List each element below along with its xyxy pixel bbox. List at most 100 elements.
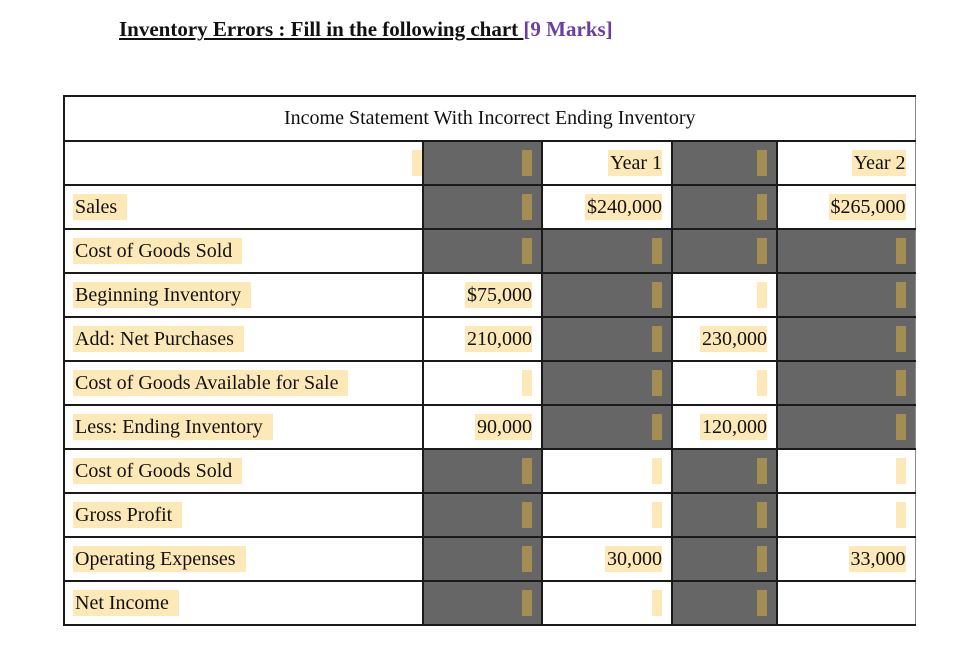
answer-cell[interactable] (671, 272, 778, 318)
row-label-cell: Less: Ending Inventory (63, 404, 424, 450)
row-label: Less: Ending Inventory (73, 414, 273, 440)
row-label: Cost of Goods Available for Sale (73, 370, 349, 396)
answer-cell[interactable] (775, 492, 916, 538)
input-cell (422, 184, 543, 230)
row-label-cell: Add: Net Purchases (63, 316, 424, 362)
value-cell: 230,000 (671, 316, 778, 362)
value-cell: 120,000 (671, 404, 778, 450)
cell-marker (757, 546, 767, 572)
table-row: Less: Ending Inventory 90,000 120,000 (63, 404, 916, 450)
cell-marker (522, 458, 532, 484)
answer-cell[interactable] (541, 580, 673, 626)
cell-marker (757, 150, 767, 176)
cell-value: 90,000 (475, 414, 532, 440)
table-row: Beginning Inventory $75,000 (63, 272, 916, 318)
cell-marker (895, 458, 906, 484)
row-label-cell: Cost of Goods Sold (63, 228, 424, 274)
input-cell (671, 448, 778, 494)
input-cell (422, 228, 543, 274)
row-label: Operating Expenses (73, 546, 246, 572)
header-year2-detail-cell (671, 140, 778, 186)
header-year2: Year 2 (775, 140, 916, 186)
header-row: Year 1 Year 2 (63, 140, 916, 186)
cell-value: $240,000 (585, 194, 662, 220)
cell-marker (895, 414, 906, 440)
answer-cell[interactable] (422, 360, 543, 406)
table-row: Cost of Goods Sold (63, 448, 916, 494)
table-title-row: Income Statement With Incorrect Ending I… (62, 95, 916, 142)
cell-marker (652, 326, 662, 352)
cell-marker (522, 546, 532, 572)
input-cell (775, 272, 916, 318)
cell-marker (895, 502, 906, 528)
header-year1-detail-cell (422, 140, 543, 186)
input-cell (775, 360, 916, 406)
header-year1: Year 1 (541, 140, 673, 186)
row-label: Add: Net Purchases (73, 326, 244, 352)
table-row: Cost of Goods Sold (63, 228, 916, 274)
cell-marker (757, 590, 767, 616)
input-cell (775, 228, 916, 274)
year1-label: Year 1 (608, 150, 662, 176)
cell-marker (652, 282, 662, 308)
input-cell (541, 360, 673, 406)
assignment-heading: Inventory Errors : Fill in the following… (119, 17, 613, 42)
row-label: Net Income (73, 590, 179, 616)
row-label: Beginning Inventory (73, 282, 252, 308)
cell-marker (895, 238, 906, 264)
cell-marker (522, 194, 532, 220)
input-cell (775, 316, 916, 362)
table-row: Cost of Goods Available for Sale (63, 360, 916, 406)
value-cell: 90,000 (422, 404, 543, 450)
cell-marker (652, 590, 662, 616)
cell-marker (895, 282, 906, 308)
row-label-cell: Cost of Goods Sold (63, 448, 424, 494)
cell-value: $75,000 (465, 282, 532, 308)
cell-marker (652, 414, 662, 440)
input-cell (671, 492, 778, 538)
row-label: Cost of Goods Sold (73, 458, 243, 484)
heading-title: Inventory Errors : Fill in the following… (119, 17, 524, 41)
input-cell (541, 404, 673, 450)
cell-marker (522, 590, 532, 616)
cell-marker (522, 150, 532, 176)
input-cell (671, 536, 778, 582)
answer-cell[interactable] (775, 448, 916, 494)
value-cell: 30,000 (541, 536, 673, 582)
table-title: Income Statement With Incorrect Ending I… (62, 95, 916, 142)
cell-marker (522, 370, 532, 396)
input-cell (671, 184, 778, 230)
input-cell (541, 272, 673, 318)
value-cell: 210,000 (422, 316, 543, 362)
input-cell (422, 448, 543, 494)
value-cell: $265,000 (775, 184, 916, 230)
answer-cell[interactable] (671, 360, 778, 406)
cell-marker (757, 370, 767, 396)
answer-cell[interactable] (541, 448, 673, 494)
cell-marker (522, 238, 532, 264)
input-cell (541, 228, 673, 274)
input-cell (775, 404, 916, 450)
cell-marker (522, 502, 532, 528)
table-row: Gross Profit (63, 492, 916, 538)
row-label-cell: Net Income (63, 580, 424, 626)
table-row: Net Income (63, 580, 916, 626)
row-label-cell: Sales (63, 184, 424, 230)
cell-marker (652, 370, 662, 396)
row-label-cell: Beginning Inventory (63, 272, 424, 318)
value-cell: $240,000 (541, 184, 673, 230)
value-cell: 33,000 (775, 536, 916, 582)
cell-marker (895, 370, 906, 396)
cell-value: 120,000 (700, 414, 767, 440)
input-cell (422, 580, 543, 626)
row-label: Cost of Goods Sold (73, 238, 243, 264)
cell-marker (757, 458, 767, 484)
answer-cell[interactable] (775, 580, 916, 626)
row-label-cell: Operating Expenses (63, 536, 424, 582)
row-label: Sales (73, 194, 128, 220)
cell-marker (757, 282, 767, 308)
input-cell (422, 536, 543, 582)
cell-marker (652, 458, 662, 484)
income-statement-table: Income Statement With Incorrect Ending I… (62, 95, 916, 626)
answer-cell[interactable] (541, 492, 673, 538)
